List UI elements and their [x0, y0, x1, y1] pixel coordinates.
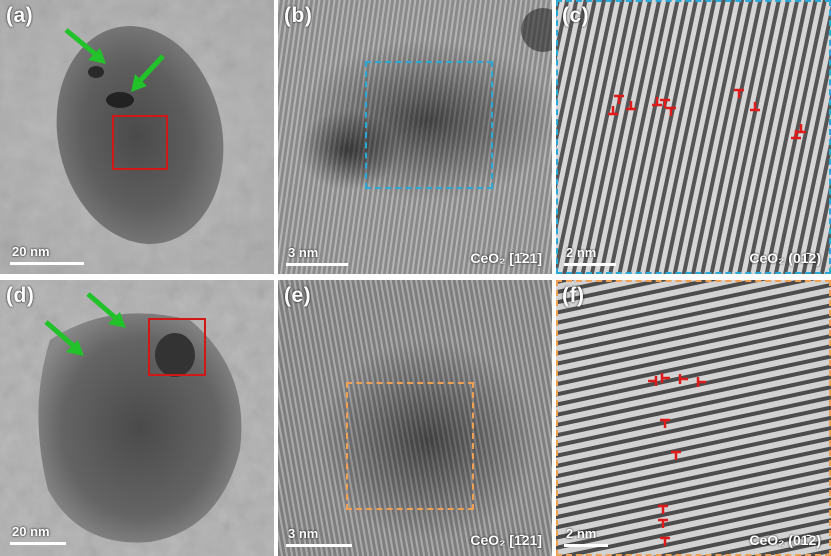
hrtem-image-e — [278, 280, 552, 556]
scale-bar-label: 3 nm — [288, 526, 319, 541]
panel-label: (b) — [284, 4, 313, 27]
roi-box — [112, 115, 168, 170]
ifft-image-c — [556, 0, 831, 274]
green-arrow-icon — [64, 28, 106, 64]
scale-bar-label: 20 nm — [12, 244, 50, 259]
scale-bar-label: 2 nm — [566, 526, 597, 541]
green-arrow-icon — [44, 320, 84, 356]
panel-label: (a) — [6, 4, 34, 27]
zone-axis-label: CeO₂ [1̄21] — [470, 532, 542, 548]
scale-bar — [564, 263, 616, 266]
scale-bar — [286, 544, 352, 547]
panel-a: (a) 20 nm — [0, 0, 274, 274]
dislocation-symbol-icon — [648, 373, 706, 546]
plane-label: CeO₂ (01̄2) — [749, 250, 821, 266]
green-arrow-icon — [131, 54, 165, 92]
scale-bar-label: 20 nm — [12, 524, 50, 539]
panel-label: (c) — [562, 4, 590, 27]
panel-label: (f) — [562, 284, 585, 307]
tem-image-d — [0, 280, 274, 556]
scale-bar — [564, 544, 608, 547]
panel-f: (f) 2 nm CeO₂ (01̄2) — [556, 280, 831, 556]
green-arrow-icon — [86, 292, 126, 328]
roi-box — [346, 382, 474, 510]
ifft-image-f — [556, 280, 831, 556]
scale-bar — [10, 542, 66, 545]
panel-c: (c) 2 nm CeO₂ (01̄2) — [556, 0, 831, 274]
panel-b: (b) 3 nm CeO₂ [1̄21] — [278, 0, 552, 274]
plane-label: CeO₂ (01̄2) — [749, 532, 821, 548]
roi-frame — [556, 0, 831, 274]
scale-bar — [286, 263, 348, 266]
zone-axis-label: CeO₂ [1̄21] — [470, 250, 542, 266]
scale-bar — [10, 262, 84, 265]
panel-d: (d) 20 nm — [0, 280, 274, 556]
hrtem-image-b — [278, 0, 552, 274]
tem-image-a — [0, 0, 274, 274]
scale-bar-label: 3 nm — [288, 245, 319, 260]
roi-box — [148, 318, 206, 376]
panel-label: (e) — [284, 284, 312, 307]
panel-label: (d) — [6, 284, 35, 307]
scale-bar-label: 2 nm — [566, 245, 597, 260]
roi-box — [365, 61, 493, 189]
roi-frame — [556, 280, 831, 556]
dislocation-symbol-icon — [608, 88, 806, 140]
panel-e: (e) 3 nm CeO₂ [1̄21] — [278, 280, 552, 556]
